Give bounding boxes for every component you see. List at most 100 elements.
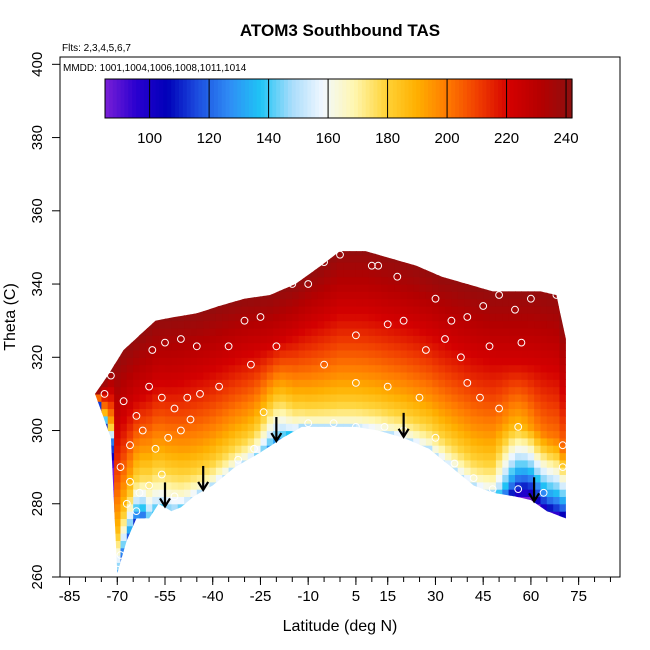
y-tick-label: 360: [29, 198, 46, 223]
heatmap-cell: [483, 511, 491, 519]
heatmap-cell: [152, 393, 160, 402]
heatmap-cell: [266, 291, 274, 300]
heatmap-cell: [495, 540, 503, 549]
heatmap-cell: [521, 357, 529, 366]
heatmap-cell: [553, 540, 561, 549]
heatmap-cell: [540, 437, 548, 446]
heatmap-cell: [515, 298, 522, 307]
heatmap-cell: [228, 408, 236, 417]
heatmap-cell: [349, 445, 357, 454]
heatmap-cell: [368, 503, 376, 512]
heatmap-cell: [394, 533, 402, 541]
heatmap-cell: [235, 569, 242, 574]
heatmap-cell: [336, 547, 344, 556]
heatmap-cell: [464, 496, 472, 505]
heatmap-cell: [222, 467, 230, 475]
heatmap-cell: [158, 386, 166, 395]
heatmap-cell: [241, 437, 249, 446]
heatmap-cell: [400, 496, 408, 505]
heatmap-cell: [559, 481, 566, 490]
heatmap-cell: [311, 481, 319, 490]
heatmap-cell: [209, 525, 217, 534]
colorbar-swatch: [128, 79, 133, 118]
heatmap-cell: [133, 569, 141, 574]
heatmap-cell: [184, 408, 192, 417]
heatmap-cell: [502, 357, 510, 366]
heatmap-cell: [502, 415, 510, 424]
heatmap-cell: [387, 525, 395, 534]
heatmap-cell: [311, 408, 319, 417]
heatmap-cell: [203, 511, 211, 519]
heatmap-cell: [190, 562, 198, 571]
heatmap-cell: [247, 437, 255, 446]
heatmap-cell: [139, 350, 147, 358]
colorbar-swatch: [210, 79, 215, 118]
heatmap-cell: [114, 489, 122, 497]
heatmap-cell: [120, 371, 128, 380]
heatmap-cell: [355, 437, 363, 446]
heatmap-cell: [457, 562, 465, 571]
colorbar-swatch: [175, 79, 180, 118]
heatmap-cell: [553, 379, 561, 388]
heatmap-cell: [553, 496, 561, 505]
observation-point: [352, 379, 360, 387]
heatmap-cell: [546, 408, 554, 417]
heatmap-cell: [140, 577, 147, 585]
heatmap-cell: [432, 459, 440, 468]
heatmap-cell: [145, 371, 153, 380]
heatmap-cell: [432, 269, 440, 278]
heatmap-cell: [546, 569, 554, 574]
heatmap-cell: [343, 467, 351, 475]
heatmap-cell: [495, 547, 503, 556]
heatmap-cell: [349, 328, 357, 336]
heatmap-cell: [311, 269, 319, 278]
heatmap-cell: [196, 533, 204, 541]
heatmap-cell: [534, 423, 542, 432]
heatmap-cell: [394, 569, 402, 574]
heatmap-cell: [196, 555, 204, 563]
heatmap-cell: [101, 445, 109, 454]
heatmap-cell: [438, 386, 446, 395]
colorbar-swatch: [233, 79, 238, 118]
heatmap-cell: [311, 298, 319, 307]
heatmap-cell: [139, 496, 147, 505]
heatmap-cell: [470, 562, 478, 571]
heatmap-cell: [445, 459, 452, 468]
colorbar-swatch: [365, 79, 371, 118]
heatmap-cell: [495, 518, 503, 527]
heatmap-cell: [228, 474, 236, 483]
heatmap-cell: [546, 533, 554, 541]
heatmap-cell: [215, 350, 223, 358]
heatmap-cell: [107, 437, 115, 446]
heatmap-cell: [470, 364, 478, 373]
heatmap-cell: [368, 313, 376, 322]
heatmap-cell: [305, 540, 312, 549]
heatmap-cell: [177, 540, 185, 549]
heatmap-cell: [298, 386, 306, 395]
heatmap-cell: [521, 379, 529, 388]
heatmap-cell: [215, 533, 223, 541]
observation-point: [148, 346, 157, 354]
heatmap-cell: [521, 320, 529, 329]
heatmap-cell: [464, 525, 472, 534]
heatmap-cell: [336, 437, 344, 446]
arrow: [197, 465, 210, 493]
heatmap-cell: [196, 401, 204, 410]
heatmap-cell: [215, 313, 223, 322]
heatmap-cell: [235, 298, 242, 307]
heatmap-cell: [489, 328, 497, 336]
heatmap-cell: [184, 569, 192, 574]
heatmap-cell: [285, 445, 293, 454]
heatmap-cell: [152, 518, 160, 527]
heatmap-cell: [266, 401, 274, 410]
heatmap-cell: [158, 474, 166, 483]
heatmap-cell: [203, 467, 211, 475]
heatmap-cell: [502, 298, 510, 307]
heatmap-cell: [457, 474, 465, 483]
heatmap-cell: [438, 276, 446, 285]
heatmap-cell: [152, 540, 160, 549]
heatmap-cell: [126, 489, 134, 497]
heatmap-cell: [177, 496, 185, 505]
heatmap-cell: [546, 328, 554, 336]
